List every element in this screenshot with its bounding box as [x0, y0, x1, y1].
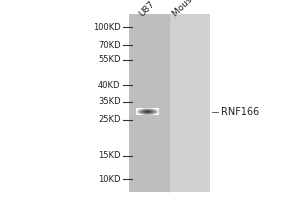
Text: Mouse testis: Mouse testis: [171, 0, 217, 18]
Text: 55KD: 55KD: [98, 55, 121, 64]
Text: 35KD: 35KD: [98, 98, 121, 106]
Text: 25KD: 25KD: [98, 116, 121, 124]
Text: RNF166: RNF166: [220, 107, 259, 117]
Text: 40KD: 40KD: [98, 81, 121, 90]
Text: 15KD: 15KD: [98, 152, 121, 160]
Text: 100KD: 100KD: [93, 22, 121, 31]
Bar: [129, 14, 170, 192]
Text: 70KD: 70KD: [98, 40, 121, 49]
Bar: [169, 14, 210, 192]
Text: U87: U87: [137, 0, 156, 18]
Text: 10KD: 10KD: [98, 174, 121, 184]
